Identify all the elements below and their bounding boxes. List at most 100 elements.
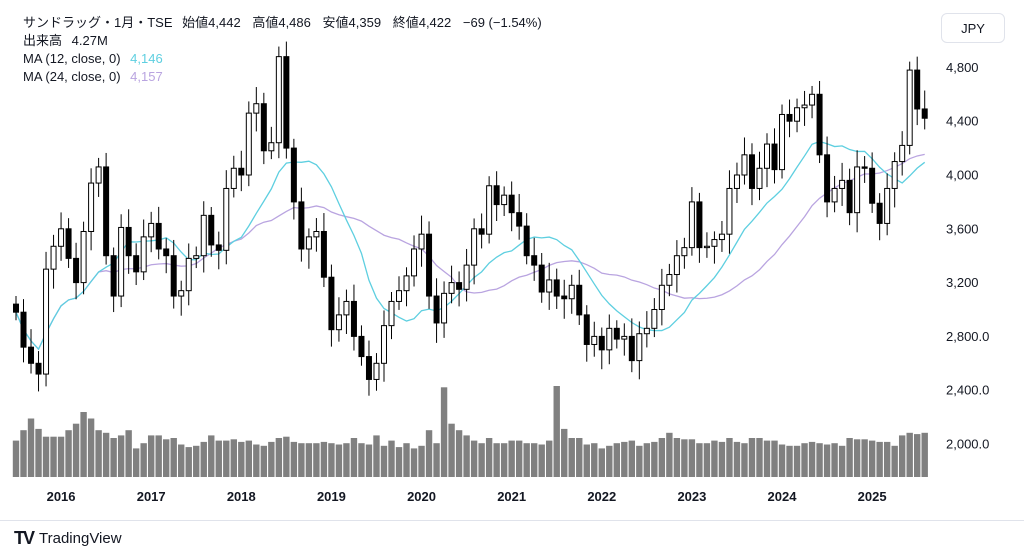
candle-body xyxy=(305,236,312,250)
volume-bar xyxy=(358,443,365,477)
candle-body xyxy=(703,245,710,249)
price-tick-label: 4,800 xyxy=(946,60,979,75)
price-axis[interactable]: 2,000.0 2,400.0 2,800.0 3,200 3,600 4,000 4,40… xyxy=(946,60,989,452)
candle-body xyxy=(831,187,838,203)
volume-bar xyxy=(448,423,455,477)
candle-body xyxy=(20,311,27,348)
chart-pane[interactable]: 2,000.0 2,400.0 2,800.0 3,200 3,600 4,000 4,40… xyxy=(0,0,1024,521)
candle-body xyxy=(260,103,267,152)
legend-ma24-row[interactable]: MA (24, close, 0) 4,157 xyxy=(23,68,542,86)
currency-button[interactable]: JPY xyxy=(941,13,1005,43)
volume-bar xyxy=(117,435,125,477)
volume-bar xyxy=(320,441,328,477)
candle-body xyxy=(441,292,448,324)
candle-body xyxy=(636,333,643,362)
volume-bar xyxy=(245,440,253,477)
volume-bar xyxy=(621,441,628,477)
candle-body xyxy=(433,295,440,324)
candle-body xyxy=(681,247,688,257)
volume-bar xyxy=(313,443,320,477)
volume-bar xyxy=(823,444,831,477)
volume-bar xyxy=(583,444,590,477)
volume-bar xyxy=(688,439,696,477)
ma12-value: 4,146 xyxy=(130,51,163,66)
volume-bar xyxy=(200,441,207,477)
volume-bar xyxy=(553,386,560,477)
time-axis[interactable]: 2016 2017 2018 2019 2020 2021 2022 2023 2024 2025 xyxy=(47,489,887,504)
candle-body xyxy=(28,346,35,364)
candle-body xyxy=(328,276,335,331)
candle-body xyxy=(178,290,185,297)
volume-bar xyxy=(771,440,778,477)
candle-body xyxy=(568,284,575,300)
candle-body xyxy=(741,154,748,176)
tradingview-logo-icon: TV xyxy=(14,527,35,548)
candle-body xyxy=(290,147,297,203)
volume-bar xyxy=(132,448,140,477)
candle-body xyxy=(576,284,583,316)
year-tick-label: 2025 xyxy=(858,489,887,504)
candle-body xyxy=(253,103,260,114)
year-tick-label: 2019 xyxy=(317,489,346,504)
volume-bar xyxy=(20,430,27,477)
year-tick-label: 2024 xyxy=(768,489,798,504)
candle-body xyxy=(673,255,680,276)
volume-bar xyxy=(275,438,283,477)
volume-bar xyxy=(80,412,87,477)
tradingview-logo[interactable]: TV TradingView xyxy=(14,527,122,549)
legend-ma12-row[interactable]: MA (12, close, 0) 4,146 xyxy=(23,50,542,68)
candle-body xyxy=(794,107,801,122)
candle-body xyxy=(320,230,327,278)
volume-bar xyxy=(230,439,237,477)
volume-bar xyxy=(305,443,313,477)
ma24-label: MA (24, close, 0) xyxy=(23,69,121,84)
candle-body xyxy=(373,362,380,380)
candle-body xyxy=(561,295,568,300)
volume-bar xyxy=(253,444,260,477)
candle-body xyxy=(696,201,703,249)
candle-body xyxy=(103,166,110,257)
volume-bar xyxy=(883,441,891,477)
candle-body xyxy=(155,222,162,250)
volume-bar xyxy=(921,432,928,477)
chart-legend: サンドラッグ・1月・TSE 始値4,442 高値4,486 安値4,359 終値… xyxy=(23,14,542,86)
candle-body xyxy=(215,244,222,251)
symbol-title[interactable]: サンドラッグ・1月・TSE xyxy=(23,15,173,30)
volume-bar xyxy=(395,447,403,477)
volume-bar xyxy=(816,443,823,477)
candle-body xyxy=(118,226,125,297)
volume-bar xyxy=(110,438,117,477)
volume-bar xyxy=(365,444,373,477)
candle-body xyxy=(824,154,831,203)
ma24-path xyxy=(15,153,925,351)
volume-bar xyxy=(170,438,177,477)
candle-body xyxy=(268,142,275,152)
candle-body xyxy=(553,279,560,297)
volume-bar xyxy=(425,430,433,477)
candle-body xyxy=(516,212,523,227)
candle-body xyxy=(133,255,140,273)
volume-bar xyxy=(681,439,688,477)
volume-bar xyxy=(523,443,530,477)
volume-bar xyxy=(350,438,358,477)
candle-body xyxy=(538,264,545,293)
volume-bars xyxy=(12,386,928,477)
candle-body xyxy=(711,239,718,247)
volume-label: 出来高 xyxy=(23,33,63,48)
volume-bar xyxy=(208,435,215,477)
volume-bar xyxy=(914,434,921,477)
candle-body xyxy=(313,230,320,238)
volume-bar xyxy=(42,436,50,477)
candle-body xyxy=(846,179,853,214)
volume-bar xyxy=(193,445,200,477)
volume-bar xyxy=(726,438,733,477)
candle-body xyxy=(501,194,508,206)
volume-bar xyxy=(380,445,388,477)
candle-body xyxy=(688,201,695,249)
volume-bar xyxy=(658,438,666,477)
candle-body xyxy=(35,362,42,375)
candle-body xyxy=(275,56,282,144)
candle-body xyxy=(230,167,237,189)
candle-body xyxy=(185,257,192,292)
price-chart[interactable]: 2,000.0 2,400.0 2,800.0 3,200 3,600 4,000 4,40… xyxy=(0,0,1024,520)
